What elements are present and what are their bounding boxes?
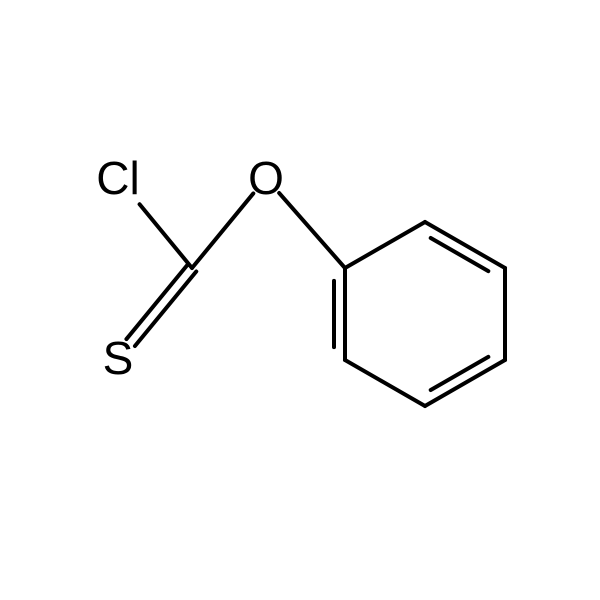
atom-label-s: S	[103, 332, 134, 384]
bond	[345, 360, 425, 406]
bond	[135, 271, 196, 346]
bond	[192, 193, 253, 268]
bond	[425, 222, 505, 268]
bond	[345, 222, 425, 268]
chemical-structure-diagram: Cl S O	[0, 0, 600, 600]
atom-label-o: O	[248, 152, 284, 204]
bond	[140, 204, 192, 268]
bond	[279, 193, 345, 268]
atom-label-cl: Cl	[96, 152, 139, 204]
bond	[126, 265, 187, 340]
bond	[425, 360, 505, 406]
